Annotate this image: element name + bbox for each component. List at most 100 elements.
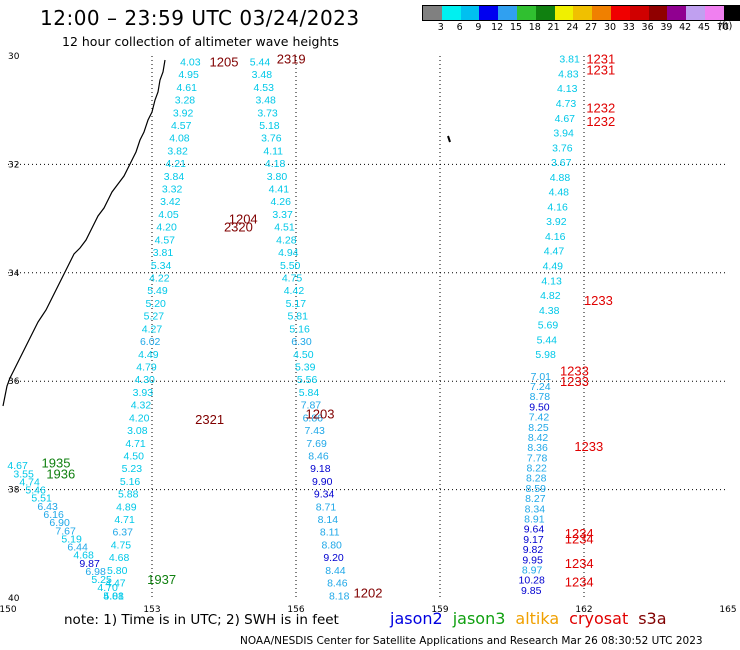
wave-height-label: 3.42 (160, 196, 181, 208)
wave-height-label: 4.18 (265, 158, 286, 170)
pass-time-label: 1231 (586, 63, 615, 78)
wave-height-label: 4.67 (7, 460, 28, 472)
wave-height-label: 3.76 (552, 142, 573, 154)
wave-height-label: 5.50 (280, 260, 301, 272)
wave-height-label: 8.78 (530, 391, 551, 403)
wave-height-label: 4.03 (180, 56, 201, 68)
wave-height-label: 5.25 (91, 574, 112, 586)
wave-height-label: 3.73 (257, 107, 278, 119)
wave-height-label: 4.75 (111, 539, 132, 551)
legend-swatches (422, 5, 740, 21)
legend-swatch (686, 6, 705, 20)
wave-height-label: 4.26 (271, 196, 292, 208)
wave-height-label: 4.94 (278, 247, 299, 259)
y-tick-label: 38 (8, 486, 20, 496)
wave-height-label: 6.98 (85, 566, 106, 578)
wave-height-label: 4.16 (545, 231, 566, 243)
wave-height-label: 4.08 (169, 133, 190, 145)
wave-height-label: 3.81 (153, 247, 174, 259)
wave-height-label: 7.01 (531, 371, 552, 383)
legend-labels: 3 6 9 12 15 18 21 24 27 30 33 36 39 42 45 70 (422, 22, 740, 36)
legend-swatch (629, 6, 649, 20)
legend-swatch (704, 6, 724, 20)
pass-time-label: 1203 (306, 407, 335, 422)
wave-height-label: 5.81 (287, 311, 308, 323)
wave-height-label: 4.49 (543, 260, 564, 272)
wave-height-label: 5.08 (103, 590, 124, 602)
wave-height-label: 5.19 (61, 533, 82, 545)
wave-height-label: 5.88 (118, 489, 139, 501)
wave-height-label: 8.91 (524, 514, 545, 526)
wave-height-label: 5.44 (250, 56, 271, 68)
pass-time-label: 1935 (42, 456, 71, 471)
wave-height-label: 8.46 (327, 578, 348, 590)
wave-height-label: 4.16 (547, 201, 568, 213)
wave-height-label: 7.67 (55, 525, 76, 537)
x-tick-label: 162 (575, 605, 592, 615)
wave-height-label: 4.41 (269, 184, 290, 196)
satellite-name: jason3 (452, 609, 506, 628)
y-tick-label: 30 (8, 52, 20, 62)
note-text: note: 1) Time is in UTC; 2) SWH is in fe… (64, 612, 339, 628)
wave-height-label: 3.55 (13, 468, 34, 480)
wave-height-label: 4.71 (114, 514, 135, 526)
wave-height-label: 5.80 (107, 565, 128, 577)
legend-swatch (479, 6, 499, 20)
wave-height-label: 9.50 (529, 401, 550, 413)
wave-height-label: 4.82 (540, 290, 561, 302)
wave-height-label: 4.05 (158, 209, 179, 221)
legend-label: 24 (566, 22, 579, 33)
y-tick-label: 36 (8, 377, 20, 387)
legend-swatch (498, 6, 517, 20)
wave-height-label: 7.69 (306, 438, 327, 450)
wave-height-label: 4.61 (177, 82, 198, 94)
wave-height-label: 5.56 (297, 374, 318, 386)
wave-height-label: 8.25 (528, 422, 549, 434)
wave-height-label: 10.28 (519, 575, 545, 587)
legend-label: 39 (660, 22, 673, 33)
wave-height-label: 8.28 (526, 473, 547, 485)
wave-height-label: 5.69 (538, 320, 559, 332)
wave-height-label: 4.51 (274, 222, 295, 234)
wave-height-label: 9.20 (323, 552, 344, 564)
pass-time-label: 1233 (584, 293, 613, 308)
pass-time-label: 1204 (229, 212, 258, 227)
legend-swatch (423, 6, 442, 20)
wave-height-label: 8.36 (527, 442, 548, 454)
wave-height-label: 4.57 (155, 234, 176, 246)
wave-height-label: 9.90 (312, 476, 333, 488)
pass-time-label: 1234 (565, 526, 594, 541)
wave-height-label: 4.79 (136, 361, 157, 373)
y-tick-label: 32 (8, 160, 19, 170)
wave-height-label: 5.44 (537, 334, 558, 346)
wave-height-label: 3.81 (559, 54, 580, 66)
x-tick-label: 165 (719, 605, 736, 615)
pass-time-label: 1234 (565, 556, 594, 571)
pass-time-label: 1232 (586, 100, 615, 115)
legend-label: 15 (509, 22, 523, 33)
wave-height-label: 9.82 (523, 544, 544, 556)
legend-swatch (610, 6, 630, 20)
wave-height-label: 4.13 (557, 83, 578, 95)
wave-height-label: 4.75 (282, 273, 303, 285)
wave-height-label: 8.11 (320, 527, 340, 539)
wave-height-label: 9.95 (522, 554, 543, 566)
legend-label: 18 (528, 22, 541, 33)
wave-height-label: 3.80 (267, 171, 288, 183)
wave-height-label: 4.28 (276, 234, 297, 246)
wave-height-label: 7.24 (530, 381, 551, 393)
wave-height-label: 3.37 (272, 209, 293, 221)
wave-height-label: 4.89 (116, 501, 137, 513)
legend-label: 70 (716, 22, 729, 33)
pass-time-label: 2321 (195, 412, 224, 427)
legend-label: 21 (547, 22, 560, 33)
coastline (2, 59, 166, 407)
wave-height-label: 4.20 (129, 412, 150, 424)
wave-height-label: 4.53 (254, 82, 275, 94)
satellite-legend: jason2 jason3 altika cryosat s3a (390, 609, 667, 628)
wave-height-label: 3.48 (252, 69, 273, 81)
wave-height-label: 4.50 (123, 450, 144, 462)
map-title: 12:00 – 23:59 UTC 03/24/2023 (40, 6, 360, 30)
wave-height-label: 7.43 (304, 425, 325, 437)
legend-label: 9 (475, 22, 482, 33)
